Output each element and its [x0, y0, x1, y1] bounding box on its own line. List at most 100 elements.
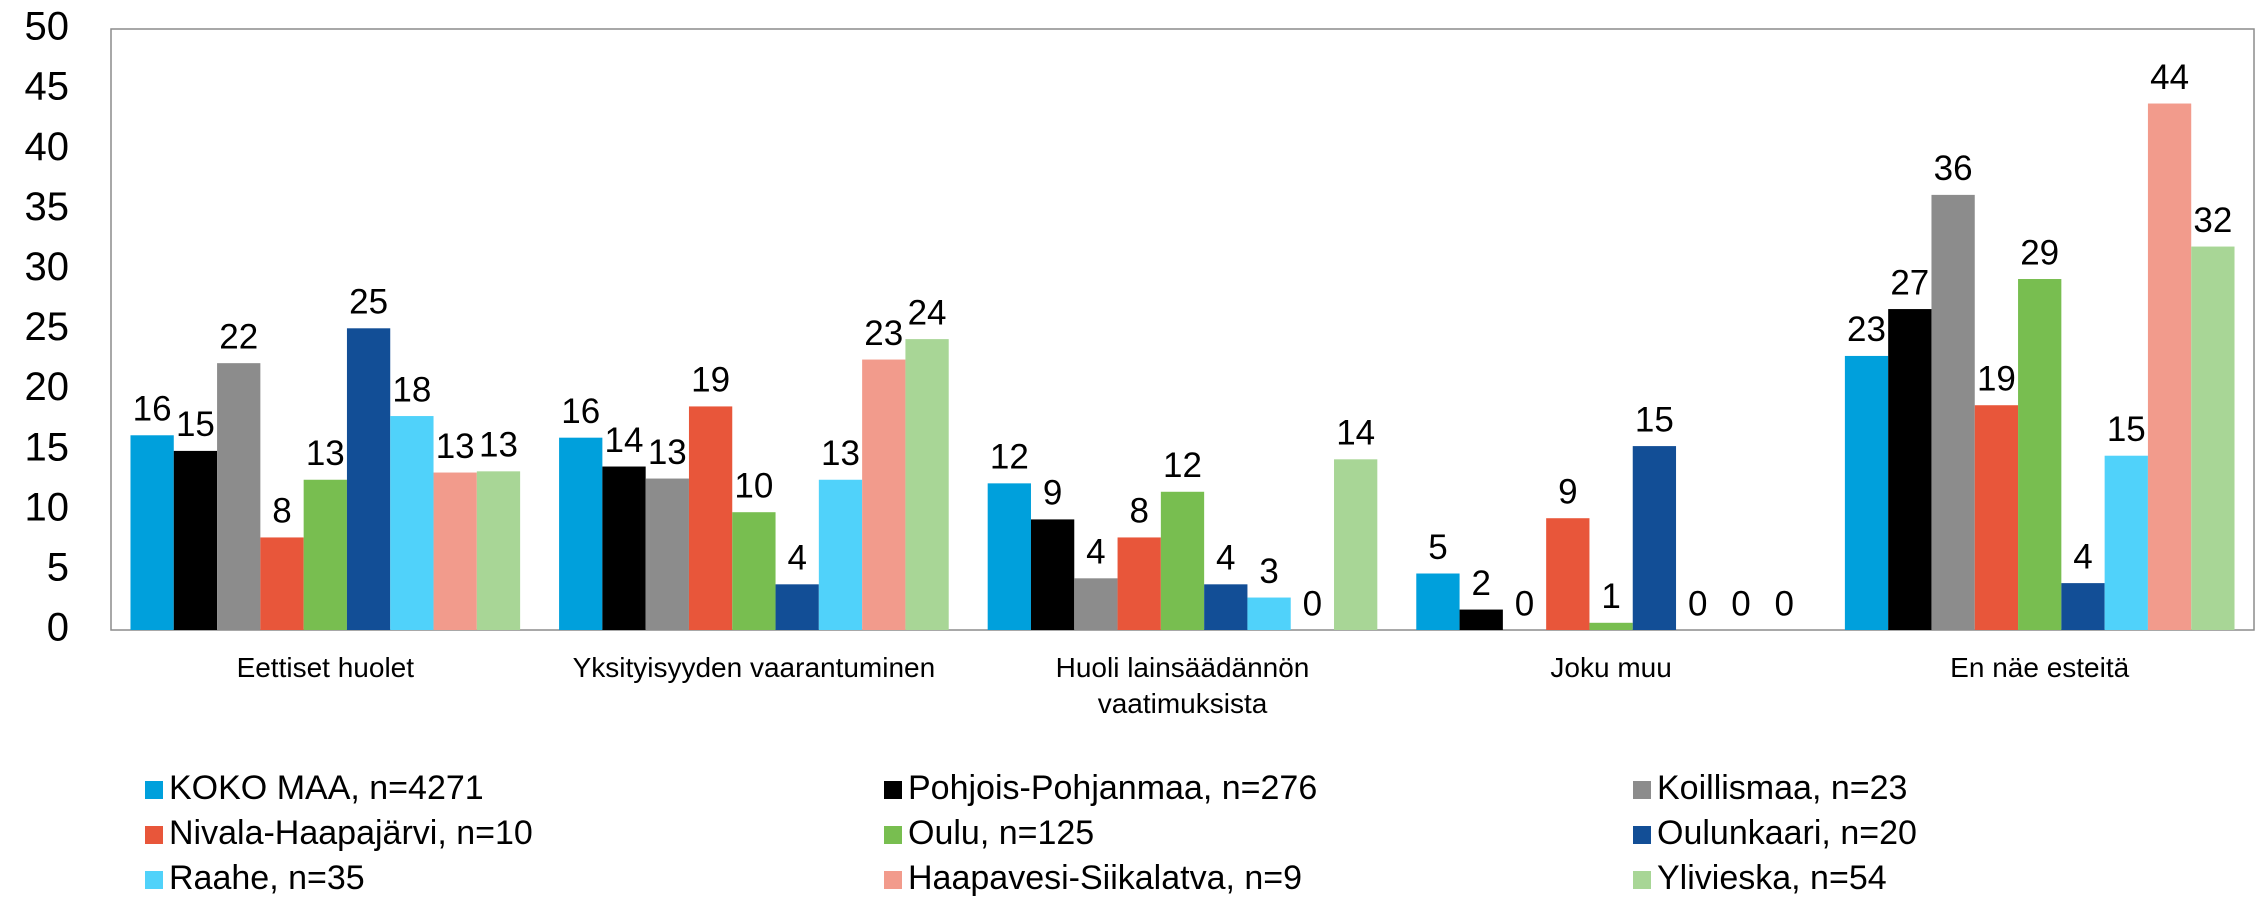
y-tick-label: 25 [25, 305, 70, 349]
data-label: 23 [864, 314, 903, 353]
bar [2061, 583, 2105, 630]
data-label: 4 [2073, 537, 2092, 576]
bar [645, 478, 689, 630]
bar [173, 450, 218, 630]
legend-label: Koillismaa, n=23 [1657, 769, 1907, 807]
legend-swatch [884, 781, 902, 799]
legend-label: Nivala-Haapajärvi, n=10 [169, 814, 533, 852]
data-label: 0 [1731, 584, 1750, 623]
bar [303, 479, 347, 630]
data-label: 16 [133, 390, 172, 429]
data-label: 13 [821, 434, 860, 473]
bar [905, 339, 949, 630]
bar [1204, 584, 1248, 630]
data-label: 29 [2020, 233, 2059, 272]
legend-swatch [145, 781, 163, 799]
data-label: 1 [1601, 577, 1620, 616]
legend-swatch [884, 871, 902, 889]
data-label: 0 [1515, 584, 1534, 623]
legend-label: Pohjois-Pohjanmaa, n=276 [908, 769, 1317, 807]
data-label: 5 [1428, 528, 1447, 567]
legend-label: Haapavesi-Siikalatva, n=9 [908, 859, 1302, 897]
data-label: 44 [2150, 58, 2189, 97]
data-label: 22 [219, 317, 258, 356]
bar [862, 359, 906, 630]
bar [1416, 573, 1460, 630]
data-label: 36 [1934, 149, 1973, 188]
data-label: 3 [1259, 552, 1278, 591]
data-label: 13 [436, 427, 475, 466]
data-label: 2 [1471, 564, 1490, 603]
bar [1074, 578, 1118, 630]
bar [1030, 519, 1075, 630]
data-label: 0 [1688, 584, 1707, 623]
data-label: 9 [1558, 472, 1577, 511]
x-tick-label: Yksityisyyden vaarantuminen [572, 652, 936, 683]
x-tick-label: Eettiset huolet [236, 652, 415, 683]
data-label: 32 [2193, 201, 2232, 240]
data-label: 8 [1129, 492, 1148, 531]
bar [390, 416, 434, 630]
legend-swatch [884, 826, 902, 844]
data-label: 10 [734, 466, 773, 505]
y-tick-label: 0 [47, 606, 69, 650]
bar [775, 584, 819, 630]
data-label: 16 [561, 392, 600, 431]
data-label: 19 [691, 361, 730, 400]
y-tick-label: 30 [25, 245, 70, 289]
data-label: 18 [392, 370, 431, 409]
bar [476, 471, 521, 630]
bar [818, 479, 863, 630]
bar [1117, 537, 1161, 630]
data-label: 0 [1775, 584, 1794, 623]
legend-label: Oulunkaari, n=20 [1657, 814, 1917, 852]
data-label: 4 [787, 539, 806, 578]
bar [346, 328, 391, 630]
bar [433, 472, 477, 630]
data-label: 19 [1977, 359, 2016, 398]
bar [1589, 622, 1633, 630]
data-label: 12 [1163, 446, 1202, 485]
y-tick-label: 20 [25, 365, 70, 409]
data-label: 15 [1635, 400, 1674, 439]
bar [2191, 246, 2235, 630]
bar [2104, 455, 2148, 630]
y-tick-label: 40 [25, 125, 70, 169]
data-label: 23 [1847, 310, 1886, 349]
bar [2147, 103, 2192, 631]
data-label: 9 [1043, 474, 1062, 513]
data-label: 14 [1336, 414, 1375, 453]
legend-swatch [1633, 826, 1651, 844]
x-tick-label: Joku muu [1550, 652, 1672, 683]
legend-swatch [145, 826, 163, 844]
y-tick-label: 50 [25, 5, 70, 49]
x-tick-label: Huoli lainsäädännön vaatimuksista [1055, 652, 1310, 719]
bar [1334, 459, 1378, 630]
y-tick-label: 5 [47, 545, 69, 589]
data-label: 25 [349, 283, 388, 322]
bar [1459, 609, 1503, 630]
bar [2018, 279, 2062, 630]
data-label: 12 [990, 438, 1029, 477]
bar [732, 512, 776, 630]
bar [1546, 518, 1590, 630]
bar [602, 466, 646, 630]
y-tick-label: 15 [25, 425, 70, 469]
y-tick-label: 10 [25, 485, 70, 529]
legend-label: Ylivieska, n=54 [1657, 859, 1887, 897]
bar [260, 537, 304, 630]
legend-swatch [1633, 871, 1651, 889]
data-label: 13 [648, 433, 687, 472]
data-label: 13 [306, 434, 345, 473]
legend-swatch [1633, 781, 1651, 799]
data-label: 15 [2107, 410, 2146, 449]
bar [1931, 194, 1975, 630]
data-label: 0 [1303, 584, 1322, 623]
legend-label: Raahe, n=35 [169, 859, 365, 897]
y-tick-label: 35 [25, 185, 70, 229]
bar [1160, 491, 1205, 630]
data-label: 15 [176, 405, 215, 444]
y-tick-label: 45 [25, 65, 70, 109]
data-label: 8 [272, 492, 291, 531]
